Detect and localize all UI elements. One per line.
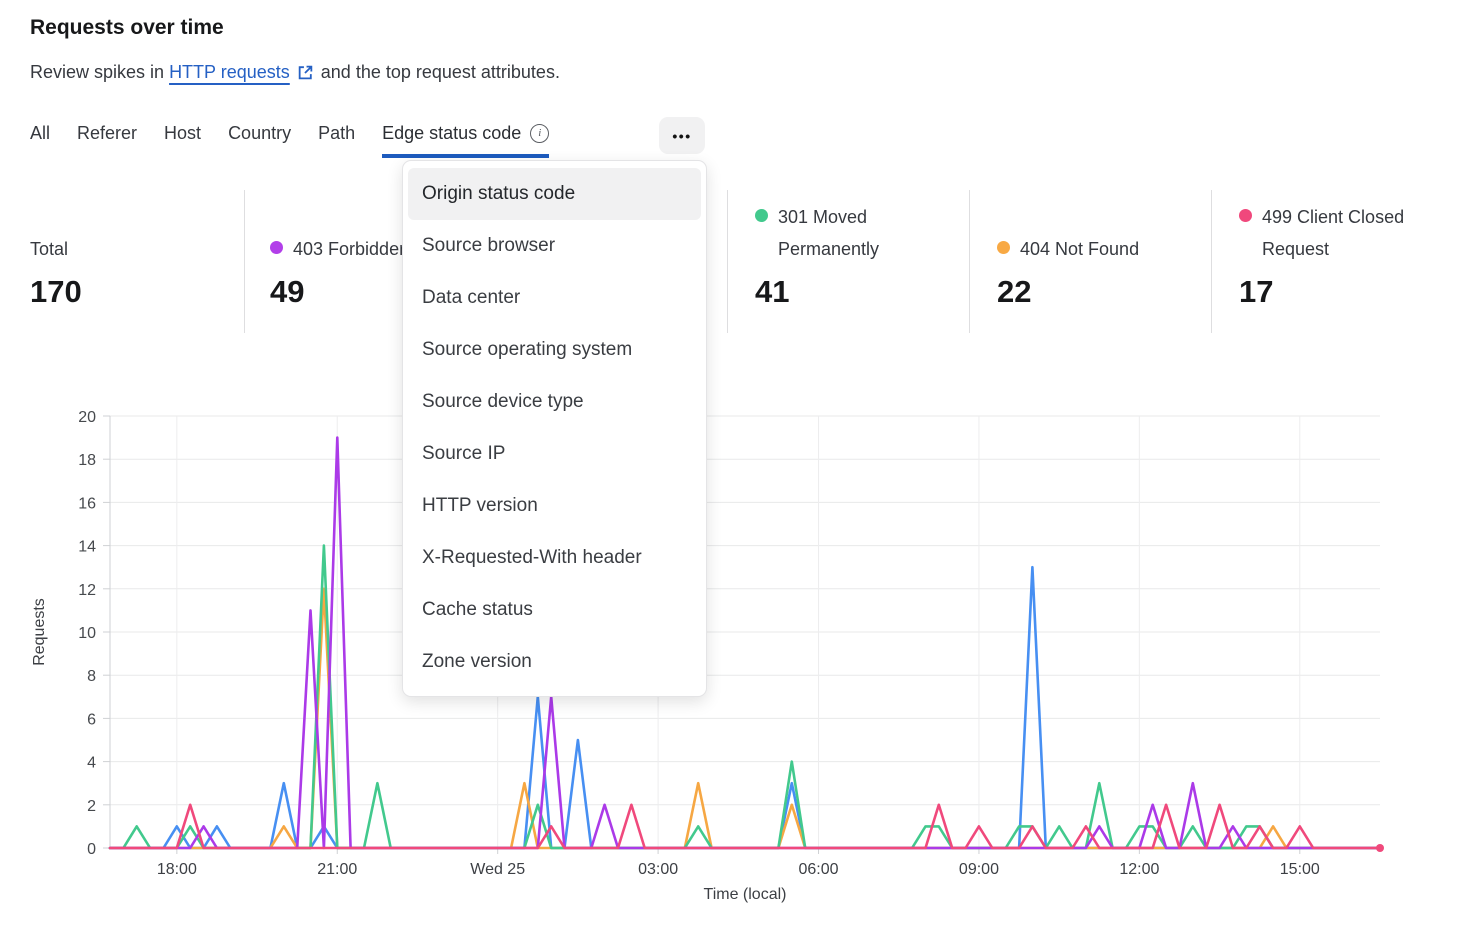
tab-host[interactable]: Host xyxy=(164,123,202,143)
stat-label: 499 Client Closed Request xyxy=(1262,207,1405,259)
svg-text:10: 10 xyxy=(78,625,96,642)
svg-text:2: 2 xyxy=(87,798,96,815)
svg-text:03:00: 03:00 xyxy=(638,861,678,878)
stat-499-client-closed-request: 499 Client Closed Request 17 xyxy=(1239,201,1439,310)
svg-text:18:00: 18:00 xyxy=(157,861,197,878)
stat-divider xyxy=(969,190,970,333)
requests-line-chart: 0 2 4 6 8 10 12 14 16 18 20 18:00 21:00 Wed 25 03:00 06… xyxy=(31,409,1384,903)
stat-404-not-found: 404 Not Found 22 xyxy=(997,201,1197,310)
svg-text:Time (local): Time (local) xyxy=(704,886,787,903)
subtitle: Review spikes in HTTP requests and the t… xyxy=(30,62,560,83)
http-requests-link[interactable]: HTTP requests xyxy=(169,62,290,82)
menu-item-source-device-type[interactable]: Source device type xyxy=(422,391,584,412)
tab-path[interactable]: Path xyxy=(318,123,356,143)
svg-text:4: 4 xyxy=(87,755,96,772)
ellipsis-icon: ••• xyxy=(672,127,692,144)
svg-text:6: 6 xyxy=(87,711,96,728)
menu-item-x-requested-with-header[interactable]: X-Requested-With header xyxy=(422,547,642,568)
svg-text:0: 0 xyxy=(87,841,96,858)
stat-value: 17 xyxy=(1239,274,1274,309)
stat-divider xyxy=(727,190,728,333)
legend-dot-403 xyxy=(270,241,283,254)
svg-text:09:00: 09:00 xyxy=(959,861,999,878)
svg-text:06:00: 06:00 xyxy=(799,861,839,878)
menu-item-cache-status[interactable]: Cache status xyxy=(422,599,533,620)
svg-text:18: 18 xyxy=(78,452,96,469)
info-icon[interactable]: i xyxy=(530,123,550,143)
svg-text:Requests: Requests xyxy=(31,598,48,666)
svg-text:15:00: 15:00 xyxy=(1280,861,1320,878)
svg-text:8: 8 xyxy=(87,668,96,685)
svg-text:21:00: 21:00 xyxy=(317,861,357,878)
stat-total: Total 170 xyxy=(30,201,230,310)
page-title: Requests over time xyxy=(30,16,224,39)
stat-label: Total xyxy=(30,239,69,259)
stat-divider xyxy=(1211,190,1212,333)
more-tabs-button[interactable]: ••• xyxy=(659,117,705,154)
svg-text:16: 16 xyxy=(78,495,96,512)
svg-text:20: 20 xyxy=(78,409,96,426)
tab-referer[interactable]: Referer xyxy=(77,123,138,143)
external-link-icon xyxy=(297,64,314,81)
stat-301-moved-permanently: 301 Moved Permanently 41 xyxy=(755,201,955,310)
menu-item-data-center[interactable]: Data center xyxy=(422,287,521,308)
menu-item-source-ip[interactable]: Source IP xyxy=(422,443,506,464)
attribute-dropdown-menu: Origin status code Source browser Data c… xyxy=(402,160,707,697)
stat-value: 170 xyxy=(30,274,82,309)
menu-item-zone-version[interactable]: Zone version xyxy=(422,651,532,672)
stat-label: 404 Not Found xyxy=(1020,239,1140,259)
tab-edge-status-code-label: Edge status code xyxy=(382,123,522,143)
svg-text:12:00: 12:00 xyxy=(1119,861,1159,878)
menu-item-origin-status-code[interactable]: Origin status code xyxy=(408,168,701,220)
attribute-tabs: All Referer Host Country Path Edge statu… xyxy=(30,115,550,158)
stat-label: 403 Forbidden xyxy=(293,239,410,259)
tab-all[interactable]: All xyxy=(30,123,51,143)
svg-text:12: 12 xyxy=(78,582,96,599)
subtitle-prefix: Review spikes in xyxy=(30,62,165,82)
stat-value: 22 xyxy=(997,274,1032,309)
menu-item-http-version[interactable]: HTTP version xyxy=(422,495,538,516)
svg-text:Wed 25: Wed 25 xyxy=(470,861,525,878)
stat-value: 49 xyxy=(270,274,305,309)
legend-dot-301 xyxy=(755,209,768,222)
stat-label: 301 Moved Permanently xyxy=(778,207,880,259)
svg-text:14: 14 xyxy=(78,539,96,556)
menu-item-source-browser[interactable]: Source browser xyxy=(422,235,556,256)
tab-edge-status-code[interactable]: Edge status code i xyxy=(382,115,550,158)
stat-403-forbidden: 403 Forbidden 49 xyxy=(270,201,470,310)
subtitle-suffix: and the top request attributes. xyxy=(320,62,560,82)
menu-item-source-operating-system[interactable]: Source operating system xyxy=(422,339,633,360)
stat-divider xyxy=(244,190,245,333)
stat-value: 41 xyxy=(755,274,790,309)
legend-dot-499 xyxy=(1239,209,1252,222)
legend-dot-404 xyxy=(997,241,1010,254)
tab-country[interactable]: Country xyxy=(228,123,292,143)
